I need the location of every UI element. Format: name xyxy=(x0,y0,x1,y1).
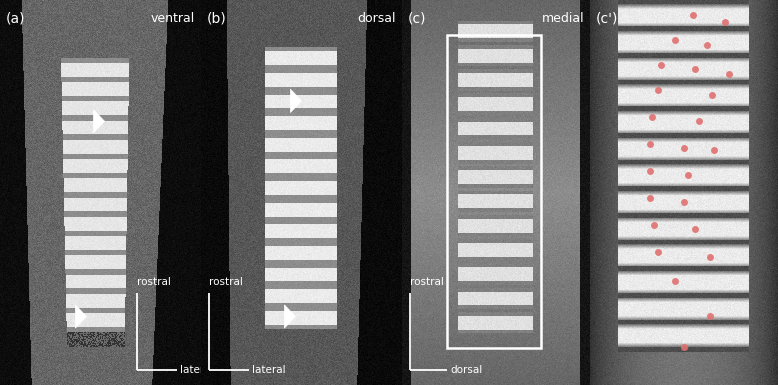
Text: rostral: rostral xyxy=(209,277,243,287)
Polygon shape xyxy=(285,305,296,328)
Text: lateral: lateral xyxy=(252,365,286,375)
Polygon shape xyxy=(75,305,86,328)
Text: (a): (a) xyxy=(6,12,26,25)
Text: lateral: lateral xyxy=(180,365,213,375)
Text: rostral: rostral xyxy=(409,277,443,287)
Text: dorsal: dorsal xyxy=(357,12,396,25)
Text: dorsal: dorsal xyxy=(450,365,482,375)
Text: rostral: rostral xyxy=(137,277,170,287)
Text: (b): (b) xyxy=(207,12,226,25)
Text: ventral: ventral xyxy=(151,12,195,25)
Text: (c'): (c') xyxy=(596,12,618,25)
Polygon shape xyxy=(93,110,104,133)
Bar xyxy=(447,35,541,348)
Polygon shape xyxy=(290,89,302,112)
Text: medial: medial xyxy=(541,12,584,25)
Text: (c): (c) xyxy=(408,12,426,25)
